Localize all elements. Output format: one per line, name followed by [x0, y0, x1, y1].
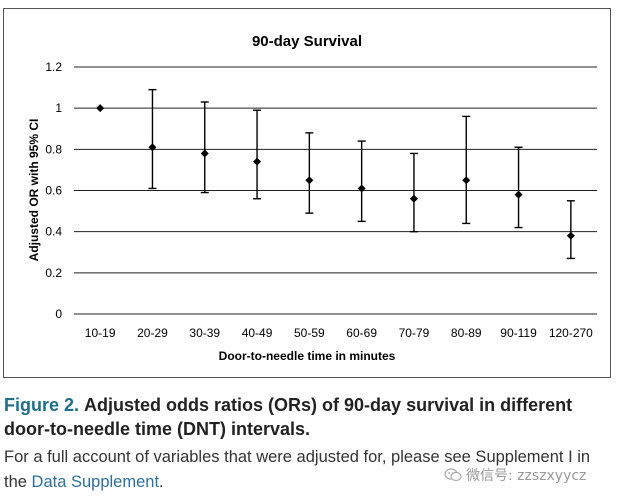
data-point — [96, 104, 105, 113]
watermark: 微信号: zzszxyycz — [444, 465, 586, 485]
y-tick-label: 1.2 — [45, 60, 62, 74]
figure-title: Adjusted odds ratios (ORs) of 90-day sur… — [4, 395, 573, 439]
chart-title: 90-day Survival — [252, 33, 362, 50]
error-bar — [409, 152, 418, 233]
error-bar — [148, 88, 157, 190]
gridlines — [74, 66, 597, 315]
data-markers — [96, 104, 575, 240]
x-tick-label: 30-39 — [189, 326, 220, 340]
data-point — [357, 184, 366, 193]
caption-body-text: For a full account of variables that wer… — [4, 448, 591, 491]
x-tick-label: 60-69 — [346, 326, 377, 340]
data-point — [409, 194, 418, 203]
data-point — [253, 157, 262, 166]
caption-body-end: . — [159, 473, 164, 491]
x-tick-label: 50-59 — [294, 326, 325, 340]
data-supplement-link[interactable]: Data Supplement — [31, 473, 160, 491]
data-point — [148, 143, 157, 152]
error-bar — [462, 115, 471, 225]
data-point — [566, 231, 575, 240]
x-tick-label: 40-49 — [242, 326, 273, 340]
chart: 90-day Survival 0 0.2 0.4 0.6 0.8 1 1.2 10-19 2… — [27, 33, 597, 363]
figure-number: Figure 2. — [4, 395, 80, 415]
y-tick-label: 0.6 — [45, 184, 62, 198]
y-axis-label: Adjusted OR with 95% CI — [27, 119, 41, 262]
error-bar — [200, 101, 209, 194]
y-tick-label: 0 — [55, 307, 62, 321]
y-tick-label: 1 — [55, 101, 62, 115]
x-tick-labels: 10-19 20-29 30-39 40-49 50-59 60-69 70-79 80-89… — [85, 326, 593, 340]
data-point — [200, 149, 209, 158]
x-axis-label: Door-to-needle time in minutes — [219, 349, 396, 363]
chart-frame — [3, 8, 611, 378]
error-bar — [253, 109, 262, 200]
x-tick-label: 90-119 — [500, 326, 537, 340]
x-tick-label: 10-19 — [85, 326, 116, 340]
error-bar — [305, 132, 314, 214]
y-tick-label: 0.4 — [45, 225, 62, 239]
error-bar — [566, 200, 575, 260]
wechat-icon — [444, 468, 462, 482]
y-tick-label: 0.2 — [45, 266, 62, 280]
watermark-text: 微信号: zzszxyycz — [466, 468, 587, 484]
y-tick-labels: 0 0.2 0.4 0.6 0.8 1 1.2 — [45, 60, 62, 321]
data-point — [305, 176, 314, 185]
caption-body: For a full account of variables that wer… — [4, 445, 614, 495]
y-tick-label: 0.8 — [45, 142, 62, 156]
error-bar — [514, 146, 523, 229]
error-bar — [357, 140, 366, 223]
data-point — [462, 176, 471, 185]
x-tick-label: 70-79 — [399, 326, 430, 340]
data-point — [514, 190, 523, 199]
error-bars — [148, 88, 575, 260]
x-tick-label: 80-89 — [451, 326, 482, 340]
x-tick-label: 120-270 — [549, 326, 593, 340]
x-tick-label: 20-29 — [137, 326, 168, 340]
figure-caption: Figure 2. Adjusted odds ratios (ORs) of … — [4, 393, 614, 441]
